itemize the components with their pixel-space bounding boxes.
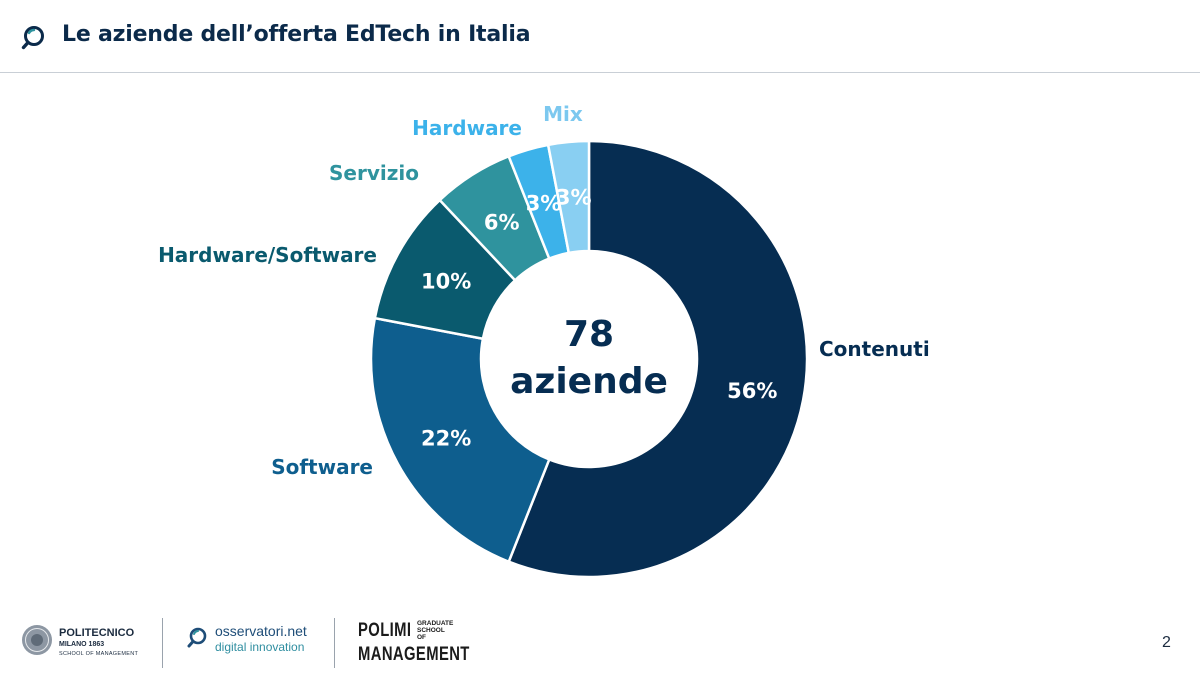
page-number: 2 — [1162, 634, 1171, 651]
value-label-software: 22% — [421, 427, 471, 451]
category-label-software: Software — [271, 455, 373, 479]
page-title: Le aziende dell’offerta EdTech in Italia — [62, 22, 531, 47]
slide-header: Le aziende dell’offerta EdTech in Italia — [0, 0, 1200, 73]
osservatori-name: osservatori.net — [215, 623, 307, 639]
value-label-servizio: 6% — [484, 210, 520, 234]
value-label-hardware-software: 10% — [421, 269, 471, 293]
center-unit: aziende — [510, 361, 668, 402]
polimi-wordmark: POLIMI — [358, 620, 412, 641]
politecnico-city: MILANO 1863 — [59, 641, 105, 648]
donut-chart: 56%22%10%6%3%3% ContenutiSoftwareHardwar… — [158, 102, 930, 579]
footer-divider — [162, 618, 163, 668]
osservatori-sub: digital innovation — [215, 640, 305, 654]
category-label-hardware-software: Hardware/Software — [158, 243, 377, 267]
politecnico-school: SCHOOL OF MANAGEMENT — [59, 651, 139, 657]
polimi-graduate-school: GRADUATE SCHOOL OF — [417, 620, 454, 641]
center-count: 78 — [564, 314, 614, 355]
chart-category-labels: Contenuti Software Hardware/Software Serviz… — [158, 102, 930, 479]
slice-mix — [546, 139, 591, 255]
value-label-mix: 3% — [556, 186, 592, 210]
footer-divider — [334, 618, 335, 668]
slice-software — [369, 316, 551, 564]
category-label-mix: Mix — [543, 102, 583, 126]
polimi-management: MANAGEMENT — [358, 644, 470, 665]
category-label-hardware: Hardware — [412, 116, 522, 140]
slice-contenuti — [507, 139, 809, 579]
politecnico-seal-icon — [22, 625, 52, 655]
category-label-contenuti: Contenuti — [819, 337, 930, 361]
osservatori-logo-icon — [187, 627, 207, 648]
magnifier-logo-icon — [21, 26, 44, 50]
slide-footer — [0, 605, 1200, 673]
value-label-hardware: 3% — [526, 191, 562, 215]
chart-value-labels: 56%22%10%6%3%3% — [421, 186, 777, 451]
politecnico-name: POLITECNICO — [59, 627, 135, 639]
value-label-contenuti: 56% — [727, 379, 777, 403]
category-label-servizio: Servizio — [329, 161, 419, 185]
chart-slices — [369, 139, 809, 579]
